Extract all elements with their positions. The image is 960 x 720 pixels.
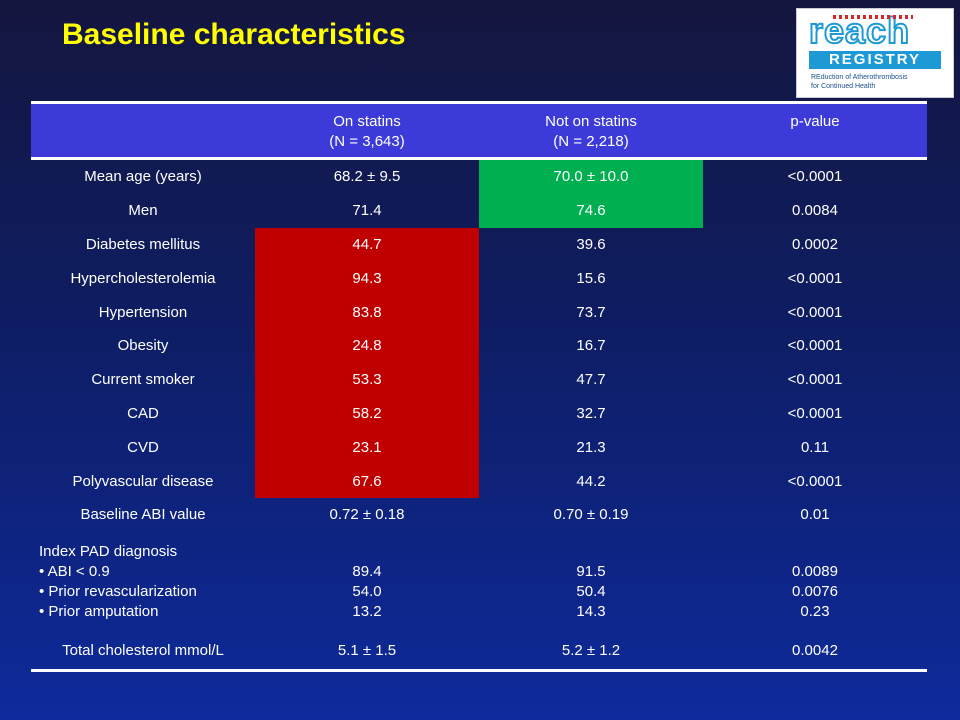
logo-registry-word: REGISTRY (809, 51, 941, 69)
table-row: Current smoker 53.3 47.7 <0.0001 (31, 362, 927, 397)
table-row: CVD 23.1 21.3 0.11 (31, 430, 927, 465)
pad-p-value: 0.0089 (792, 563, 838, 581)
header-not-on-statins-n: (N = 2,218) (553, 133, 629, 150)
table-row: Baseline ABI value 0.72 ± 0.18 0.70 ± 0.19… (31, 498, 927, 532)
not-on-statins-value: 5.2 ± 1.2 (479, 632, 703, 672)
on-statins-value: 68.2 ± 9.5 (333, 168, 401, 186)
pad-on-value: 54.0 (352, 583, 382, 601)
on-statins-value: 5.1 ± 1.5 (255, 632, 479, 672)
not-on-statins-value: 44.2 (576, 472, 606, 490)
p-value: 0.0002 (792, 235, 838, 253)
table-row: Mean age (years) 68.2 ± 9.5 70.0 ± 10.0 <0.… (31, 158, 927, 194)
pad-on-value: 13.2 (352, 603, 382, 621)
row-label: Current smoker (91, 371, 195, 389)
on-statins-value: 58.2 (255, 396, 479, 431)
header-on-statins-n: (N = 3,643) (329, 133, 405, 150)
row-label: Diabetes mellitus (85, 235, 201, 253)
pad-label-cell: Index PAD diagnosis • ABI < 0.9 • Prior … (31, 532, 255, 633)
header-blank (31, 101, 255, 160)
on-statins-value: 24.8 (255, 328, 479, 363)
p-value: <0.0001 (787, 168, 843, 186)
row-label: Hypertension (98, 303, 188, 321)
not-on-statins-value: 70.0 ± 10.0 (479, 158, 703, 194)
row-label: CAD (127, 404, 159, 422)
pad-not-value: 91.5 (576, 563, 606, 581)
pad-item-label: • Prior amputation (39, 603, 159, 621)
pad-not-value: 14.3 (576, 603, 606, 621)
p-value: 0.0042 (703, 632, 927, 672)
reach-registry-logo: reach REGISTRY REduction of Atherothromb… (796, 8, 954, 98)
on-statins-value: 71.4 (352, 202, 382, 220)
logo-subtitle-line-2: for Continued Health (811, 83, 876, 90)
header-not-on-statins-label: Not on statins (545, 113, 637, 130)
p-value: 0.11 (800, 438, 830, 456)
row-label: Total cholesterol mmol/L (31, 632, 255, 672)
not-on-statins-value: 74.6 (479, 193, 703, 228)
header-p-value: p-value (703, 101, 927, 160)
table-row: Hypercholesterolemia 94.3 15.6 <0.0001 (31, 261, 927, 296)
header-on-statins-label: On statins (333, 113, 401, 130)
p-value: <0.0001 (787, 472, 843, 490)
slide-title: Baseline characteristics (62, 18, 406, 51)
p-value: 0.01 (800, 506, 830, 524)
pad-label: Index PAD diagnosis (39, 543, 178, 561)
pad-p-value: 0.0076 (792, 583, 838, 601)
p-value: <0.0001 (787, 337, 843, 355)
pad-on-value: 89.4 (352, 563, 382, 581)
on-statins-value: 23.1 (255, 430, 479, 465)
pad-on-cell: 89.4 54.0 13.2 (255, 532, 479, 633)
not-on-statins-value: 15.6 (576, 269, 606, 287)
row-label: Polyvascular disease (72, 472, 214, 490)
not-on-statins-value: 73.7 (576, 303, 606, 321)
table-row: Men 71.4 74.6 0.0084 (31, 193, 927, 228)
not-on-statins-value: 21.3 (576, 438, 606, 456)
table-row: Obesity 24.8 16.7 <0.0001 (31, 328, 927, 363)
header-not-on-statins: Not on statins (N = 2,218) (479, 101, 703, 160)
on-statins-value: 53.3 (255, 362, 479, 397)
not-on-statins-value: 32.7 (576, 404, 606, 422)
baseline-table: On statins (N = 3,643) Not on statins (N… (31, 101, 927, 672)
table-row: Hypertension 83.8 73.7 <0.0001 (31, 295, 927, 329)
pad-not-cell: 91.5 50.4 14.3 (479, 532, 703, 633)
pad-not-value: 50.4 (576, 583, 606, 601)
p-value: <0.0001 (787, 269, 843, 287)
p-value: <0.0001 (787, 371, 843, 389)
pad-item-label: • Prior revascularization (39, 583, 197, 601)
not-on-statins-value: 39.6 (576, 235, 606, 253)
not-on-statins-value: 47.7 (576, 371, 606, 389)
p-value: 0.0084 (792, 202, 838, 220)
on-statins-value: 67.6 (255, 464, 479, 498)
table-header-row: On statins (N = 3,643) Not on statins (N… (31, 101, 927, 160)
pad-p-value: 0.23 (800, 603, 830, 621)
logo-dots (833, 15, 913, 19)
pad-p-cell: 0.0089 0.0076 0.23 (703, 532, 927, 633)
not-on-statins-value: 0.70 ± 0.19 (553, 506, 629, 524)
row-label: Obesity (117, 337, 169, 355)
on-statins-value: 83.8 (255, 295, 479, 329)
row-label: Hypercholesterolemia (70, 269, 216, 287)
table-row: CAD 58.2 32.7 <0.0001 (31, 396, 927, 431)
table-row-pad: Index PAD diagnosis • ABI < 0.9 • Prior … (31, 532, 927, 633)
row-label: Baseline ABI value (80, 506, 206, 524)
table-row: Diabetes mellitus 44.7 39.6 0.0002 (31, 227, 927, 262)
p-value: <0.0001 (787, 404, 843, 422)
logo-subtitle: REduction of Atherothrombosis for Contin… (811, 73, 947, 91)
p-value: <0.0001 (787, 303, 843, 321)
table-row: Polyvascular disease 67.6 44.2 <0.0001 (31, 464, 927, 498)
row-label: CVD (127, 438, 159, 456)
header-on-statins: On statins (N = 3,643) (255, 101, 479, 160)
not-on-statins-value: 16.7 (576, 337, 606, 355)
row-label: Mean age (years) (84, 168, 202, 186)
pad-item-label: • ABI < 0.9 (39, 563, 110, 581)
table-row-total-cholesterol: Total cholesterol mmol/L 5.1 ± 1.5 5.2 ±… (31, 632, 927, 672)
header-p-value-label: p-value (790, 113, 840, 130)
row-label: Men (128, 202, 158, 220)
on-statins-value: 0.72 ± 0.18 (329, 506, 405, 524)
logo-subtitle-line-1: REduction of Atherothrombosis (811, 74, 908, 81)
on-statins-value: 44.7 (255, 227, 479, 262)
on-statins-value: 94.3 (255, 261, 479, 296)
